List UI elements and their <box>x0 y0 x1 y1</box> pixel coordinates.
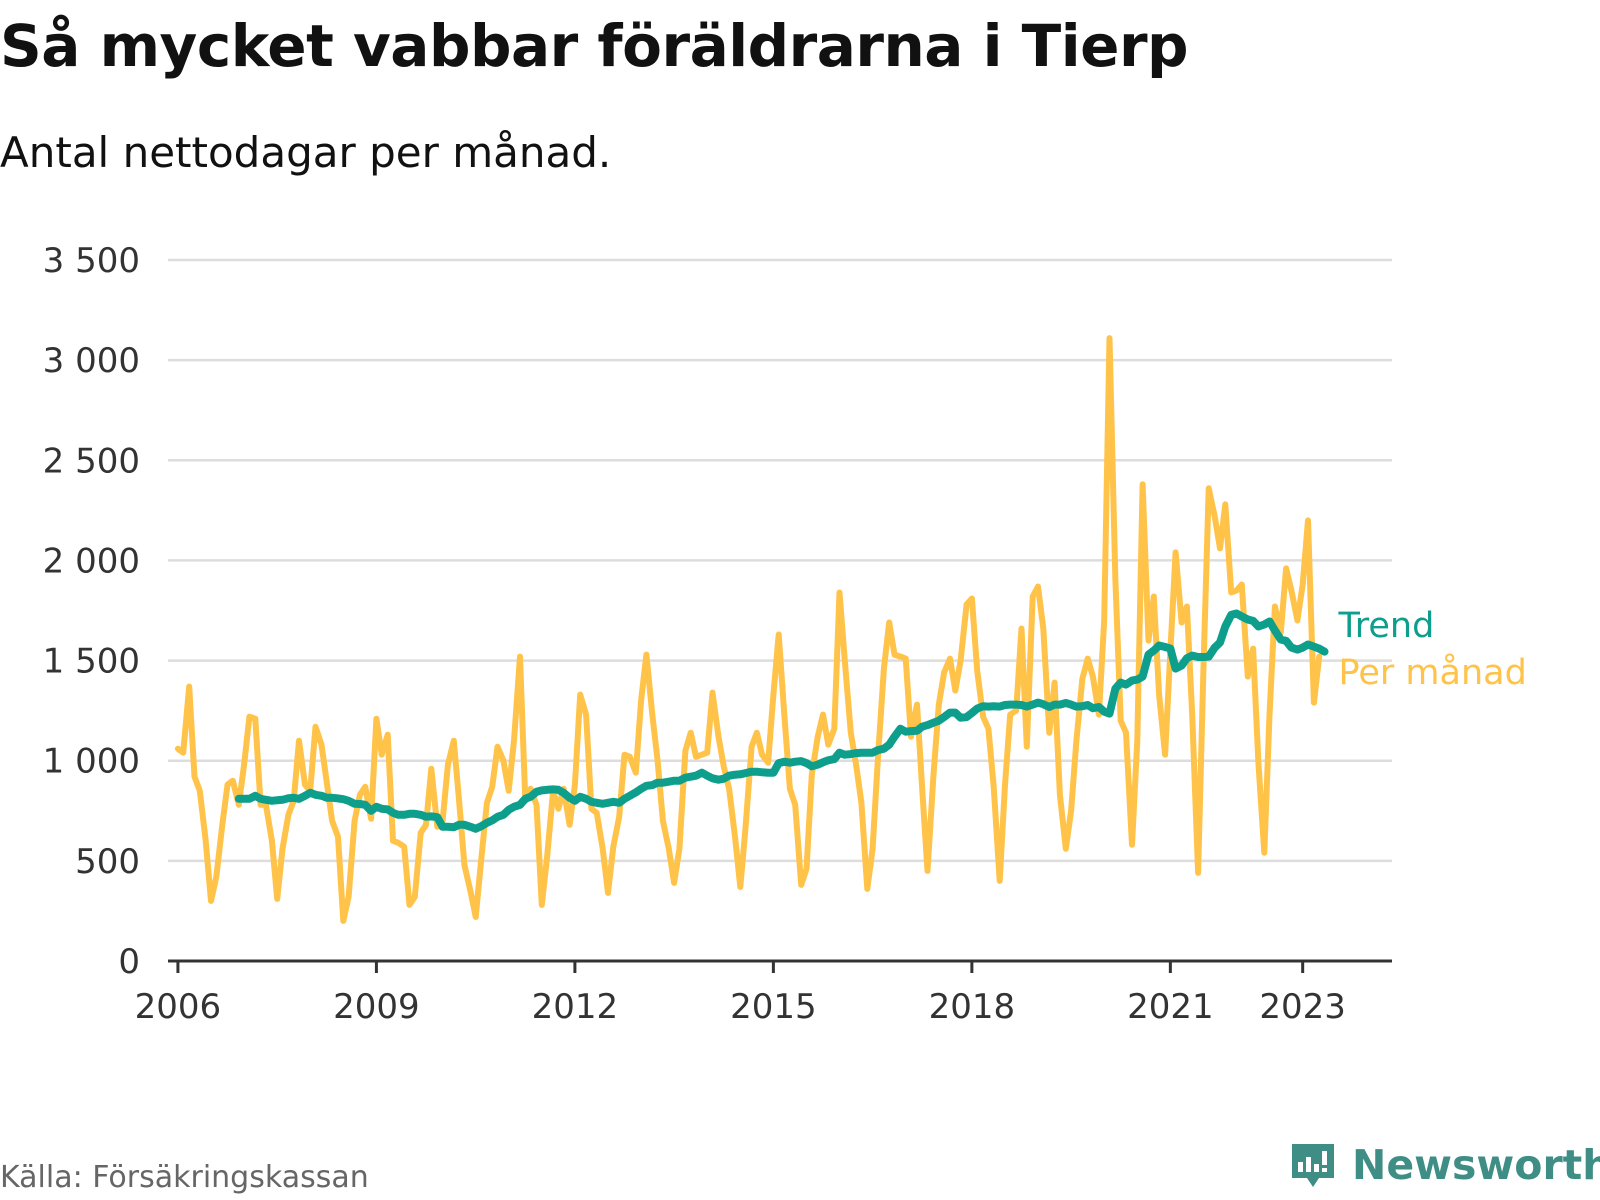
y-tick-label: 2 000 <box>43 541 140 581</box>
x-tick-label: 2006 <box>135 987 222 1027</box>
y-tick-label: 500 <box>75 842 140 882</box>
x-tick-label: 2012 <box>532 987 619 1027</box>
monthly-line <box>174 335 1323 924</box>
x-tick-label: 2023 <box>1259 987 1346 1027</box>
x-tick-label: 2021 <box>1127 987 1214 1027</box>
brand-name: Newsworthy <box>1352 1141 1600 1189</box>
chart-title: Så mycket vabbar föräldrarna i Tierp <box>0 12 1189 80</box>
y-tick-label: 3 000 <box>43 341 140 381</box>
legend-trend-label: Trend <box>1338 606 1435 646</box>
y-axis: 0 500 1 000 1 500 2 000 2 500 3 000 3 500 <box>43 241 140 982</box>
trend-line <box>234 609 1329 833</box>
x-tick-label: 2015 <box>730 987 817 1027</box>
y-tick-label: 3 500 <box>43 241 140 281</box>
y-tick-label: 2 500 <box>43 441 140 481</box>
x-tick-label: 2009 <box>333 987 420 1027</box>
y-tick-label: 1 000 <box>43 742 140 782</box>
x-tick-label: 2018 <box>929 987 1016 1027</box>
newsworthy-logo-icon <box>1292 1144 1334 1187</box>
x-axis: 2006 2009 2012 2015 2018 2021 2023 <box>135 959 1392 1027</box>
y-tick-label: 1 500 <box>43 642 140 682</box>
y-tick-label: 0 <box>118 942 140 982</box>
chart-subtitle: Antal nettodagar per månad. <box>0 128 612 177</box>
legend: Trend Per månad <box>1338 606 1527 693</box>
brand-logo[interactable]: Newsworthy <box>1288 1140 1600 1190</box>
legend-monthly-label: Per månad <box>1339 652 1527 693</box>
source-note: Källa: Försäkringskassan <box>0 1160 369 1195</box>
plot-lines <box>174 335 1329 924</box>
